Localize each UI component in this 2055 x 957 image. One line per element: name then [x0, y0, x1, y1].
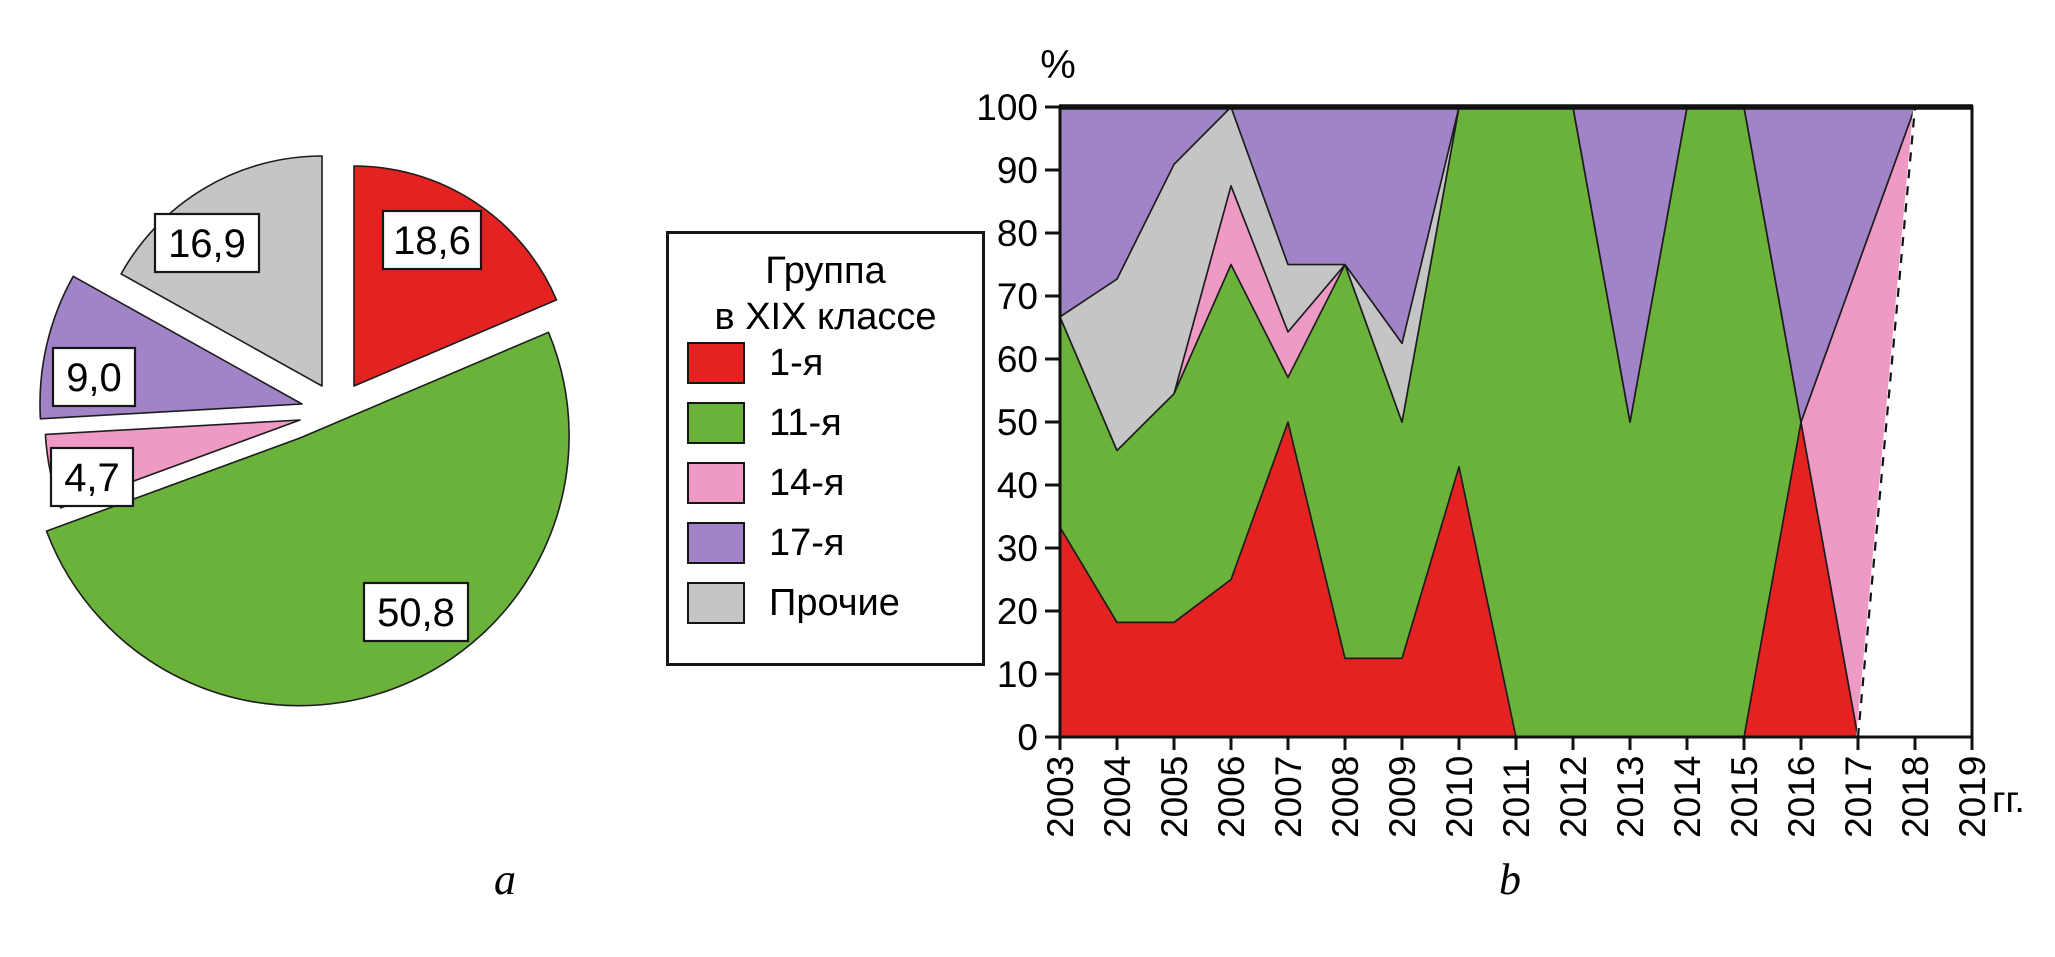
legend-item-label: 14-я [769, 461, 845, 504]
pie-chart: 18,6 50,8 4,7 9,0 16,9 [39, 155, 570, 707]
x-tick-label: 2017 [1838, 756, 1879, 838]
legend-item-label: 17-я [769, 521, 845, 564]
x-tick-label: 2010 [1439, 756, 1480, 838]
y-tick-label: 40 [997, 465, 1038, 506]
y-tick-label: 20 [997, 591, 1038, 632]
stacked-area-chart: 0 10 20 30 40 50 60 70 80 90 100 2003 2004 2005 2006 20… [976, 43, 2025, 838]
y-tick-label: 60 [997, 339, 1038, 380]
x-tick-label: 2009 [1382, 756, 1423, 838]
legend-item: Прочие [687, 580, 900, 626]
legend-item-label: Прочие [769, 581, 900, 624]
legend: Группа в XIX классе 1-я 11-я 14-я 17-я П… [666, 231, 985, 666]
x-tick-label: 2008 [1325, 756, 1366, 838]
pie-value-box [49, 446, 135, 508]
pie-value-label: 18,6 [393, 219, 471, 263]
x-tick-label: 2003 [1040, 756, 1081, 838]
panel-caption-a: a [494, 855, 516, 904]
x-tick-label: 2013 [1610, 756, 1651, 838]
pie-value-box [381, 209, 483, 271]
x-tick-label: 2011 [1496, 758, 1537, 838]
legend-swatch-red [687, 342, 745, 384]
x-tick-label: 2016 [1781, 756, 1822, 838]
legend-item: 11-я [687, 400, 842, 446]
y-tick-label: 50 [997, 402, 1038, 443]
y-axis-unit-label: % [1040, 43, 1076, 87]
y-tick-label: 0 [1017, 717, 1038, 758]
x-tick-label: 2005 [1154, 756, 1195, 838]
x-tick-label: 2014 [1667, 756, 1708, 838]
x-tick-label: 2004 [1097, 756, 1138, 838]
legend-swatch-purple [687, 522, 745, 564]
legend-item-label: 11-я [769, 401, 842, 444]
legend-item-label: 1-я [769, 341, 824, 384]
pie-value-box [51, 346, 137, 408]
y-tick-label: 80 [997, 213, 1038, 254]
x-axis-unit-label: гг. [1992, 779, 2025, 820]
legend-item: 1-я [687, 340, 823, 386]
legend-swatch-pink [687, 462, 745, 504]
x-tick-label: 2006 [1211, 756, 1252, 838]
y-tick-label: 90 [997, 150, 1038, 191]
legend-swatch-gray [687, 582, 745, 624]
y-tick-label: 70 [997, 276, 1038, 317]
panel-caption-b: b [1499, 855, 1521, 904]
area-dashed-edge [1856, 106, 1917, 738]
legend-swatch-green [687, 402, 745, 444]
x-tick-label: 2012 [1553, 756, 1594, 838]
legend-item: 14-я [687, 460, 845, 506]
pie-value-label: 4,7 [64, 456, 120, 500]
y-tick-label: 10 [997, 654, 1038, 695]
legend-item: 17-я [687, 520, 845, 566]
y-tick-label: 30 [997, 528, 1038, 569]
x-tick-label: 2015 [1724, 756, 1765, 838]
pie-value-box [362, 581, 470, 643]
legend-title-line2: в XIX классе [714, 296, 937, 339]
pie-value-label: 50,8 [377, 591, 455, 635]
x-tick-label: 2019 [1952, 756, 1993, 838]
legend-title-line1: Группа [765, 250, 886, 292]
pie-value-box [153, 212, 261, 274]
x-tick-label: 2018 [1895, 756, 1936, 838]
pie-value-label: 16,9 [168, 222, 246, 266]
x-tick-label: 2007 [1268, 756, 1309, 838]
pie-value-label: 9,0 [66, 356, 122, 400]
y-tick-label: 100 [976, 87, 1038, 128]
legend-title: Группа в XIX классе [669, 248, 982, 341]
